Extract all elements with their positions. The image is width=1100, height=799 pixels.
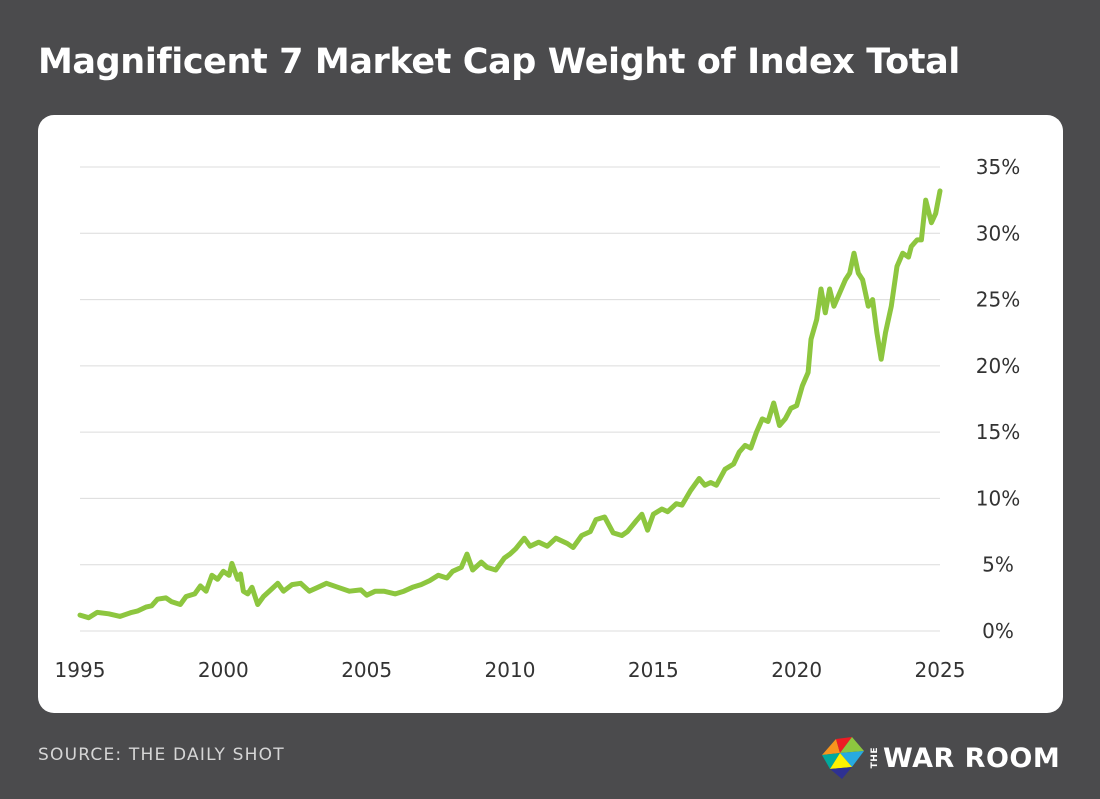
y-tick-label: 10%: [976, 486, 1020, 510]
logo-wordmark: WAR ROOM: [883, 742, 1061, 774]
y-tick-label: 25%: [976, 288, 1020, 312]
y-tick-label: 20%: [976, 354, 1020, 378]
y-tick-label: 30%: [976, 221, 1020, 245]
source-note: SOURCE: THE DAILY SHOT: [38, 745, 285, 765]
y-tick-label: 0%: [982, 619, 1014, 643]
logo-the-text: THE: [870, 747, 880, 769]
x-tick-label: 1995: [55, 658, 106, 682]
gridlines: [80, 166, 940, 632]
x-tick-label: 2025: [915, 658, 966, 682]
y-tick-label: 35%: [976, 155, 1020, 179]
series-layer: [77, 188, 943, 621]
x-tick-label: 2020: [771, 658, 822, 682]
x-tick-label: 2005: [341, 658, 392, 682]
x-axis-ticks: 1995 2000 2005 2010 2015 2020 2025: [55, 658, 966, 682]
line-chart: 0% 5% 10% 15% 20% 25% 30% 35% 1995 2000 2005 2010 2…: [55, 155, 1021, 682]
series-line: [77, 188, 943, 621]
chart-title: Magnificent 7 Market Cap Weight of Index…: [38, 42, 960, 82]
x-tick-label: 2000: [198, 658, 249, 682]
y-tick-label: 15%: [976, 420, 1020, 444]
y-axis-ticks: 0% 5% 10% 15% 20% 25% 30% 35%: [976, 155, 1020, 643]
chart-card: 0% 5% 10% 15% 20% 25% 30% 35% 1995 2000 2005 2010 2…: [38, 115, 1063, 713]
war-room-logo-icon: [822, 737, 864, 779]
war-room-logo: THE WAR ROOM: [816, 733, 1060, 783]
x-tick-label: 2010: [485, 658, 536, 682]
x-tick-label: 2015: [628, 658, 679, 682]
y-tick-label: 5%: [982, 553, 1014, 577]
